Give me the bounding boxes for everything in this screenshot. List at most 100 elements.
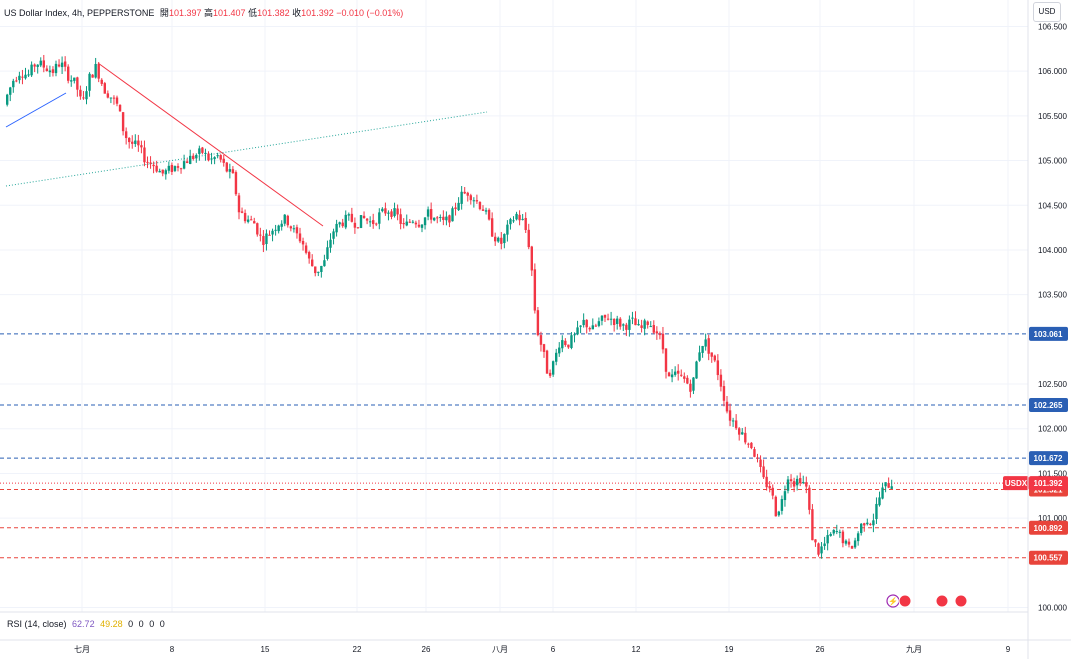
candle-body <box>509 219 512 225</box>
candle-body <box>826 535 829 544</box>
candle-body <box>704 339 707 347</box>
candle-body <box>289 226 293 229</box>
candle-body <box>149 162 152 164</box>
candle-body <box>259 234 262 236</box>
price-level-label-bg <box>1029 451 1068 466</box>
candle-body <box>286 215 289 226</box>
candle-body <box>744 432 747 443</box>
candle-body <box>24 74 27 79</box>
red-trendline[interactable] <box>97 62 324 227</box>
candle-body <box>579 325 582 327</box>
y-tick-label: 105.500 <box>1038 112 1067 121</box>
y-tick-label: 100.000 <box>1038 604 1067 613</box>
candle-body <box>280 223 283 227</box>
y-tick-label: 102.000 <box>1038 425 1067 434</box>
candle-body <box>695 361 698 379</box>
symbol-title[interactable]: US Dollar Index, 4h, PEPPERSTONE <box>4 8 155 18</box>
candle-body <box>643 320 646 329</box>
candle-body <box>411 221 415 223</box>
open-label: 開 <box>159 8 169 18</box>
candle-body <box>231 169 235 174</box>
candle-body <box>670 374 674 378</box>
candle-body <box>765 476 768 488</box>
candle-body <box>332 231 335 239</box>
candle-body <box>323 260 326 267</box>
candle-body <box>155 165 158 172</box>
candle-body <box>573 334 576 336</box>
candle-body <box>719 374 723 387</box>
candle-body <box>829 534 832 536</box>
candle-body <box>304 245 308 253</box>
candle-body <box>750 442 753 449</box>
x-tick-label: 15 <box>261 645 270 654</box>
candle-body <box>164 170 167 175</box>
candle-body <box>637 324 640 326</box>
candle-body <box>475 200 479 202</box>
candle-body <box>167 165 171 171</box>
symbol-legend: US Dollar Index, 4h, PEPPERSTONE 開101.39… <box>4 6 403 19</box>
y-tick-label: 104.500 <box>1038 201 1067 210</box>
candle-body <box>844 540 848 544</box>
us-flag-icon[interactable] <box>898 594 912 608</box>
candle-body <box>271 230 274 235</box>
candle-body <box>634 318 637 326</box>
candle-body <box>426 209 430 217</box>
y-tick-label: 101.500 <box>1038 469 1067 478</box>
candle-body <box>320 265 323 272</box>
candle-body <box>820 546 823 554</box>
current-price-label: 101.392 <box>1034 479 1063 488</box>
time-axis[interactable]: 七月 8 15 22 26 八月 6 12 19 26 九月 9 <box>74 645 1011 654</box>
candle-body <box>356 227 360 229</box>
rsi-title[interactable]: RSI (14, close) <box>7 619 67 629</box>
candle-body <box>616 318 619 324</box>
green-dotted-trendline[interactable] <box>5 111 488 187</box>
currency-button[interactable]: USD <box>1033 2 1061 22</box>
candle-body <box>481 209 485 211</box>
blue-trendline[interactable] <box>5 92 67 128</box>
candle-body <box>362 215 366 219</box>
candle-body <box>536 310 540 336</box>
candle-body <box>591 325 594 330</box>
candle-body <box>698 352 701 361</box>
candle-body <box>734 420 738 429</box>
candle-body <box>762 466 765 478</box>
candle-body <box>268 234 271 236</box>
candle-body <box>347 214 350 216</box>
candle-body <box>243 212 247 222</box>
candle-body <box>631 317 634 319</box>
lightning-glyph: ⚡ <box>888 596 898 606</box>
candle-body <box>115 97 119 104</box>
candle-body <box>54 63 58 74</box>
price-axis[interactable]: 106.500 106.000 105.500 105.000 104.500 104.0… <box>1003 22 1068 613</box>
candle-body <box>359 215 363 228</box>
candle-body <box>51 69 55 73</box>
candle-body <box>518 214 521 221</box>
candle-body <box>375 223 378 225</box>
candle-body <box>124 131 128 139</box>
candle-body <box>27 74 30 76</box>
candle-body <box>15 80 18 82</box>
candle-body <box>774 496 777 517</box>
y-tick-label: 103.500 <box>1038 291 1067 300</box>
candle-body <box>710 352 713 357</box>
candle-body <box>701 345 704 353</box>
candle-body <box>12 80 15 88</box>
candle-body <box>783 491 787 501</box>
open-value: 101.397 <box>168 8 202 18</box>
y-tick-label: 106.000 <box>1038 67 1067 76</box>
candle-body <box>219 155 222 160</box>
candle-body <box>283 214 286 224</box>
candle-body <box>524 217 527 231</box>
price-level-label-bg <box>1029 398 1068 413</box>
candle-body <box>365 218 369 221</box>
candle-body <box>420 224 424 228</box>
us-flag-icon[interactable] <box>954 594 968 608</box>
us-flag-icon[interactable] <box>935 594 949 608</box>
price-level-label: 100.892 <box>1034 524 1063 533</box>
candle-body <box>622 324 625 326</box>
candle-body <box>378 212 381 224</box>
candle-body <box>329 239 332 248</box>
candle-body <box>344 214 347 228</box>
candle-body <box>146 161 149 163</box>
